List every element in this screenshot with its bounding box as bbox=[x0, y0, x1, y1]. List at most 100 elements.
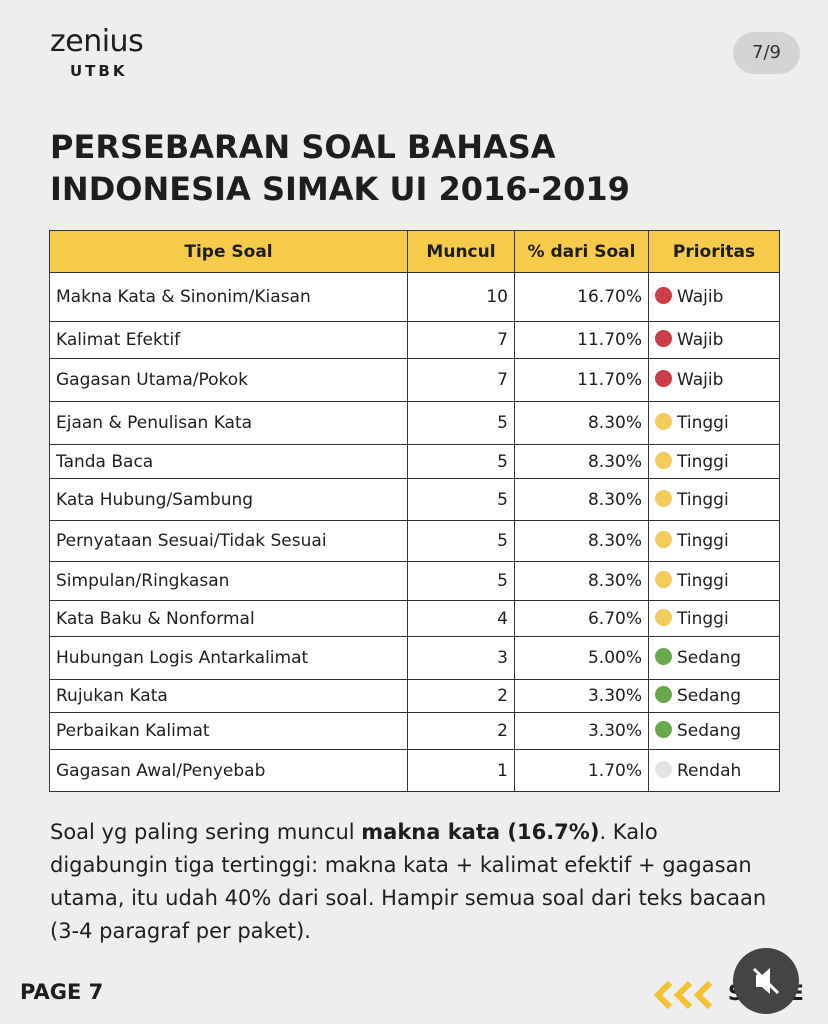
table-row: Hubungan Logis Antarkalimat 3 5.00% Sedang bbox=[49, 636, 780, 680]
priority-dot bbox=[655, 451, 672, 469]
table-cell: Pernyataan Sesuai/Tidak Sesuai bbox=[49, 520, 408, 562]
table-cell: 5 bbox=[407, 444, 515, 479]
column-header: Prioritas bbox=[648, 230, 780, 273]
table-row: Gagasan Awal/Penyebab 1 1.70% Rendah bbox=[49, 749, 780, 792]
priority-dot bbox=[655, 760, 672, 778]
table-cell: Kata Hubung/Sambung bbox=[49, 478, 408, 521]
table-cell: Kalimat Efektif bbox=[49, 321, 408, 359]
priority-dot bbox=[655, 489, 672, 507]
table-row: Kalimat Efektif 7 11.70% Wajib bbox=[49, 321, 780, 359]
table-cell: 7 bbox=[407, 358, 515, 402]
priority-cell: Tinggi bbox=[648, 444, 780, 479]
priority-label: Tinggi bbox=[677, 451, 729, 472]
priority-dot bbox=[655, 608, 672, 626]
priority-cell: Wajib bbox=[648, 321, 780, 359]
priority-cell: Tinggi bbox=[648, 520, 780, 562]
table-row: Gagasan Utama/Pokok 7 11.70% Wajib bbox=[49, 358, 780, 402]
table-cell: 3 bbox=[407, 636, 515, 680]
priority-label: Rendah bbox=[677, 760, 742, 781]
priority-dot bbox=[655, 648, 672, 665]
table-cell: Kata Baku & Nonformal bbox=[49, 600, 408, 637]
priority-label: Tinggi bbox=[677, 571, 729, 591]
table-cell: Gagasan Utama/Pokok bbox=[49, 358, 408, 402]
table-cell: 5 bbox=[407, 478, 515, 521]
table-cell: 8.30% bbox=[514, 478, 649, 521]
priority-cell: Sedang bbox=[648, 679, 780, 713]
table-cell: 8.30% bbox=[514, 444, 649, 479]
priority-label: Sedang bbox=[677, 721, 742, 741]
table-cell: Gagasan Awal/Penyebab bbox=[49, 749, 408, 792]
table-cell: 2 bbox=[407, 712, 515, 750]
chevrons bbox=[653, 980, 713, 1010]
priority-cell: Tinggi bbox=[648, 561, 780, 601]
title-line: INDONESIA SIMAK UI 2016-2019 bbox=[50, 170, 630, 208]
priority-label: Sedang bbox=[677, 648, 742, 668]
table-cell: Hubungan Logis Antarkalimat bbox=[49, 636, 408, 680]
priority-dot bbox=[655, 330, 672, 347]
table-cell: 1 bbox=[407, 749, 515, 792]
table-cell: 5 bbox=[407, 401, 515, 445]
priority-dot bbox=[655, 370, 672, 387]
table-row: Makna Kata & Sinonim/Kiasan 10 16.70% Wajib bbox=[49, 272, 780, 322]
title-line: PERSEBARAN SOAL BAHASA bbox=[50, 128, 556, 166]
table-cell: 8.30% bbox=[514, 561, 649, 601]
priority-dot bbox=[655, 686, 672, 703]
page-counter: 7/9 bbox=[733, 32, 800, 74]
priority-label: Tinggi bbox=[677, 489, 729, 510]
table-cell: Makna Kata & Sinonim/Kiasan bbox=[49, 272, 408, 322]
table-cell: 8.30% bbox=[514, 401, 649, 445]
priority-label: Tinggi bbox=[677, 608, 729, 629]
paragraph-text: makna kata (16.7%) bbox=[361, 820, 600, 844]
sub-brand: UTBK bbox=[70, 62, 128, 80]
table-cell: 8.30% bbox=[514, 520, 649, 562]
table-cell: Simpulan/Ringkasan bbox=[49, 561, 408, 601]
table-cell: Rujukan Kata bbox=[49, 679, 408, 713]
priority-label: Tinggi bbox=[677, 531, 729, 551]
priority-cell: Tinggi bbox=[648, 600, 780, 637]
paragraph: Soal yg paling sering muncul makna kata … bbox=[50, 816, 770, 948]
table-cell: 5 bbox=[407, 520, 515, 562]
table-row: Perbaikan Kalimat 2 3.30% Sedang bbox=[49, 712, 780, 750]
paragraph-text: . Kalo digabungin tiga tertinggi: makna … bbox=[50, 820, 767, 943]
priority-cell: Rendah bbox=[648, 749, 780, 792]
column-header: Muncul bbox=[407, 230, 515, 273]
priority-dot bbox=[655, 531, 672, 548]
table-cell: 16.70% bbox=[514, 272, 649, 322]
table-cell: 11.70% bbox=[514, 321, 649, 359]
table-cell: 7 bbox=[407, 321, 515, 359]
priority-label: Wajib bbox=[677, 330, 724, 350]
priority-cell: Wajib bbox=[648, 272, 780, 322]
table-row: Kata Baku & Nonformal 4 6.70% Tinggi bbox=[49, 600, 780, 637]
table-cell: 4 bbox=[407, 600, 515, 637]
table-cell: 1.70% bbox=[514, 749, 649, 792]
priority-dot bbox=[655, 721, 672, 738]
header-row: Tipe Soal Muncul% dari Soal Prioritas bbox=[49, 230, 780, 273]
table-cell: 3.30% bbox=[514, 679, 649, 713]
priority-label: Wajib bbox=[677, 287, 724, 307]
column-header: Tipe Soal bbox=[49, 230, 408, 273]
table-cell: 11.70% bbox=[514, 358, 649, 402]
page-label: PAGE 7 bbox=[20, 980, 104, 1004]
priority-cell: Tinggi bbox=[648, 478, 780, 521]
table-cell: 3.30% bbox=[514, 712, 649, 750]
priority-cell: Sedang bbox=[648, 636, 780, 680]
table-row: Rujukan Kata 2 3.30% Sedang bbox=[49, 679, 780, 713]
table-cell: 5.00% bbox=[514, 636, 649, 680]
priority-cell: Wajib bbox=[648, 358, 780, 402]
priority-label: Tinggi bbox=[677, 413, 729, 433]
table-cell: Perbaikan Kalimat bbox=[49, 712, 408, 750]
priority-dot bbox=[655, 571, 672, 588]
table-row: Pernyataan Sesuai/Tidak Sesuai 5 8.30% Ting… bbox=[49, 520, 780, 562]
table-cell: Tanda Baca bbox=[49, 444, 408, 479]
table-row: Kata Hubung/Sambung 5 8.30% Tinggi bbox=[49, 478, 780, 521]
table-cell: 6.70% bbox=[514, 600, 649, 637]
table-row: Ejaan & Penulisan Kata 5 8.30% Tinggi bbox=[49, 401, 780, 445]
mute-button[interactable] bbox=[732, 947, 800, 1015]
title: PERSEBARAN SOAL BAHASA INDONESIA SIMAK UI… bbox=[50, 126, 630, 210]
table-row: Simpulan/Ringkasan 5 8.30% Tinggi bbox=[49, 561, 780, 601]
priority-dot bbox=[655, 413, 672, 430]
table-cell: 2 bbox=[407, 679, 515, 713]
table: Tipe Soal Muncul% dari Soal Prioritas Makna… bbox=[49, 230, 780, 792]
table-cell: 10 bbox=[407, 272, 515, 322]
